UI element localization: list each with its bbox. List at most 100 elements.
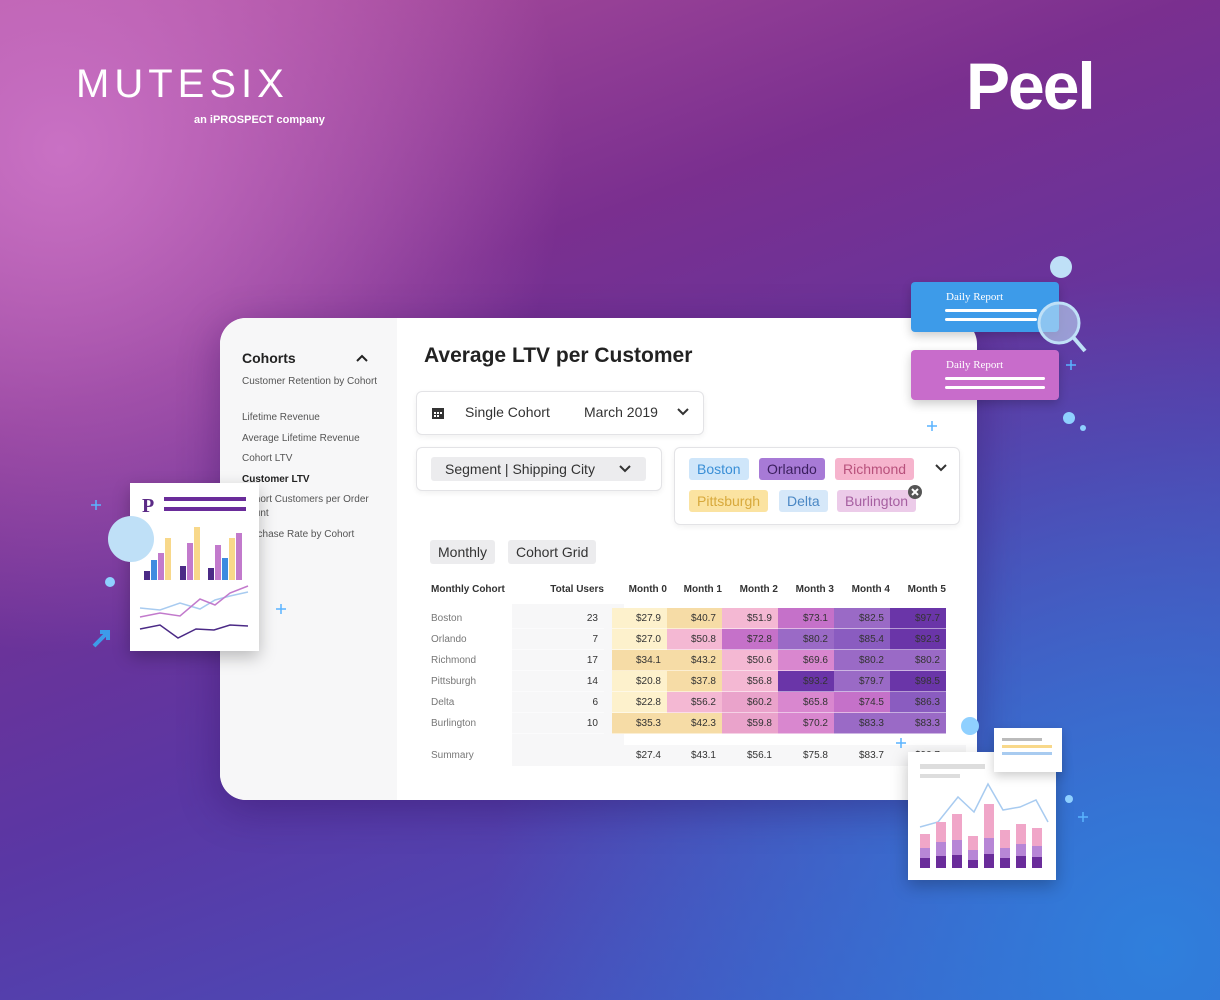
filter-tag[interactable]: Orlando <box>759 458 825 480</box>
svg-text:P: P <box>142 495 154 517</box>
mini-chart <box>919 764 1049 868</box>
table-cell: 7 <box>512 629 604 650</box>
table-cell: $50.8 <box>667 629 722 650</box>
table-cell: $56.8 <box>722 671 778 692</box>
table-cell: $34.1 <box>612 650 667 671</box>
table-cell: $56.2 <box>667 692 722 713</box>
filter-tag[interactable]: Pittsburgh <box>689 490 769 512</box>
table-cell: $80.2 <box>778 629 834 650</box>
sidebar-item[interactable]: Lifetime Revenue <box>242 412 320 423</box>
tab-button[interactable]: Monthly <box>430 540 496 564</box>
clear-icon[interactable] <box>907 484 923 500</box>
row-label: Boston <box>431 613 463 624</box>
column-header: Month 5 <box>907 584 946 595</box>
summary-cell: $27.4 <box>635 750 661 761</box>
filter-tag[interactable]: Burlington <box>837 490 917 512</box>
table-cell: $79.7 <box>834 671 890 692</box>
table-cell: $98.5 <box>890 671 946 692</box>
summary-label: Summary <box>431 750 474 761</box>
table-cell: $97.7 <box>890 608 946 629</box>
table-cell: $83.3 <box>890 713 946 734</box>
row-label: Pittsburgh <box>431 676 477 687</box>
users-column-bg <box>512 604 624 764</box>
collapse-icon[interactable] <box>356 354 368 362</box>
table-cell: $86.3 <box>890 692 946 713</box>
sidebar-item[interactable]: Cohort Customers per Order Count <box>242 494 369 519</box>
sidebar-item[interactable]: Purchase Rate by Cohort <box>242 529 355 540</box>
column-header: Month 1 <box>683 584 722 595</box>
sidebar-item[interactable]: Customer Retention by Cohort <box>242 376 378 387</box>
table-cell: 17 <box>512 650 604 671</box>
summary-cell: $43.1 <box>690 750 716 761</box>
column-header: Month 0 <box>628 584 667 595</box>
table-cell: $37.8 <box>667 671 722 692</box>
table-cell: 14 <box>512 671 604 692</box>
table-cell: $93.2 <box>778 671 834 692</box>
table-cell: $82.5 <box>834 608 890 629</box>
table-cell: $80.2 <box>890 650 946 671</box>
dropdown-icon <box>619 465 631 473</box>
table-cell: $83.3 <box>834 713 890 734</box>
table-cell: $27.0 <box>612 629 667 650</box>
mini-chart-card <box>908 752 1056 880</box>
app-window: Cohorts Customer Retention by Cohort Life… <box>220 318 977 800</box>
report-label: Daily Report <box>946 359 1004 371</box>
table-cell: $22.8 <box>612 692 667 713</box>
table-cell: $43.2 <box>667 650 722 671</box>
table-cell: $27.9 <box>612 608 667 629</box>
table-cell: 10 <box>512 713 604 734</box>
summary-bg <box>512 745 966 766</box>
table-cell: $92.3 <box>890 629 946 650</box>
summary-cell: $75.8 <box>802 750 828 761</box>
table-cell: 23 <box>512 608 604 629</box>
segment-dropdown[interactable]: Segment | Shipping City <box>431 457 646 481</box>
row-label: Orlando <box>431 634 467 645</box>
segment-box: Segment | Shipping City <box>416 447 662 491</box>
avatar-badge <box>108 516 154 562</box>
column-header: Month 2 <box>739 584 778 595</box>
row-label: Richmond <box>431 655 477 666</box>
column-header: Total Users <box>550 584 604 595</box>
dropdown-icon <box>677 408 689 416</box>
cohort-date: March 2019 <box>584 404 658 420</box>
report-card[interactable]: Daily Report <box>911 282 1059 332</box>
report-label: Daily Report <box>946 291 1004 303</box>
sidebar-item[interactable]: Cohort LTV <box>242 453 293 464</box>
cohort-selector[interactable]: Single Cohort March 2019 <box>416 391 704 435</box>
report-card[interactable]: Daily Report <box>911 350 1059 400</box>
tab-button[interactable]: Cohort Grid <box>508 540 597 564</box>
filter-tag[interactable]: Richmond <box>835 458 915 480</box>
table-cell: $40.7 <box>667 608 722 629</box>
table-cell: $51.9 <box>722 608 778 629</box>
row-label: Delta <box>431 697 455 708</box>
mini-chart-card: P <box>130 483 259 651</box>
filter-tag[interactable]: Delta <box>779 490 828 512</box>
table-cell: $70.2 <box>778 713 834 734</box>
dropdown-icon[interactable] <box>935 464 947 472</box>
summary-cell: $56.1 <box>746 750 772 761</box>
legend-card <box>994 728 1062 772</box>
table-cell: $69.6 <box>778 650 834 671</box>
table-cell: $35.3 <box>612 713 667 734</box>
table-cell: $60.2 <box>722 692 778 713</box>
agency-logo: MUTESIX <box>76 62 289 106</box>
table-cell: $65.8 <box>778 692 834 713</box>
filter-tag[interactable]: Boston <box>689 458 749 480</box>
table-cell: $59.8 <box>722 713 778 734</box>
sidebar-item[interactable]: Customer LTV <box>242 474 310 485</box>
row-label: Burlington <box>431 718 477 729</box>
agency-subtitle: an iPROSPECT company <box>194 114 325 126</box>
table-cell: 6 <box>512 692 604 713</box>
table-cell: $72.8 <box>722 629 778 650</box>
column-header: Monthly Cohort <box>431 584 505 595</box>
calendar-icon <box>432 408 444 419</box>
page-title: Average LTV per Customer <box>424 344 693 367</box>
table-cell: $74.5 <box>834 692 890 713</box>
table-cell: $73.1 <box>778 608 834 629</box>
sidebar-item[interactable]: Average Lifetime Revenue <box>242 433 360 444</box>
table-cell: $20.8 <box>612 671 667 692</box>
cohort-mode: Single Cohort <box>465 404 550 420</box>
product-logo: Peel <box>966 49 1096 123</box>
sidebar-title: Cohorts <box>242 350 296 366</box>
